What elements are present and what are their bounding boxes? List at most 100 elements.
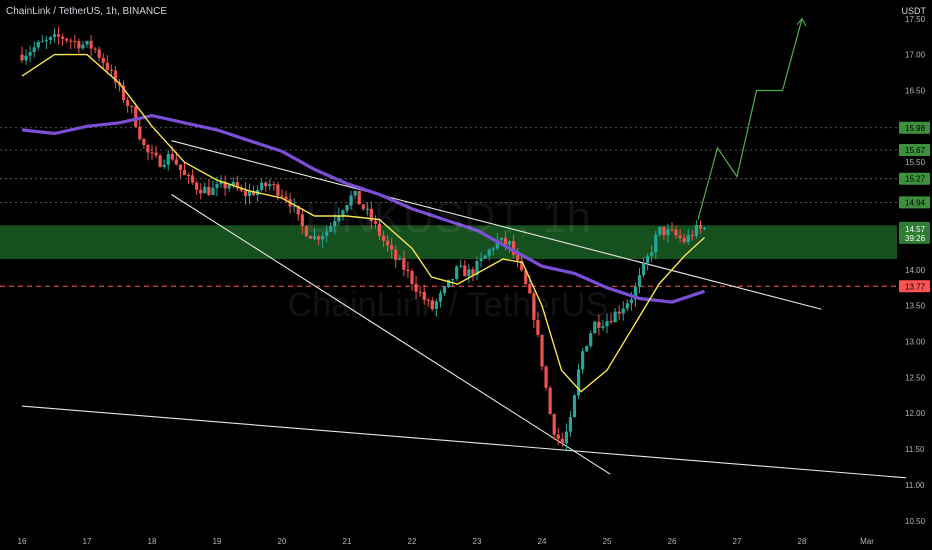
candle-down — [377, 223, 382, 236]
candle-up — [646, 256, 650, 264]
candle-up — [487, 249, 491, 256]
x-tick-label: 26 — [668, 537, 677, 546]
candle-down — [296, 205, 300, 215]
current-price-tag-bg — [899, 221, 930, 244]
candle-up — [44, 39, 48, 42]
candle-up — [345, 205, 349, 211]
trendlines — [21, 140, 907, 479]
candle-down — [674, 229, 678, 236]
candle-up — [654, 234, 658, 253]
candle-down — [560, 438, 564, 444]
candle-up — [333, 221, 337, 227]
watermark-name: ChainLink / TetherUS — [288, 286, 609, 324]
candle-up — [593, 321, 597, 334]
candle-up — [694, 225, 698, 236]
candle-up — [629, 299, 633, 304]
candle-down — [280, 195, 284, 197]
candle-down — [191, 175, 195, 183]
candle-down — [65, 38, 69, 41]
candle-up — [247, 191, 252, 196]
candle-down — [698, 225, 703, 229]
moving-averages — [21, 53, 706, 393]
support-zone-band — [0, 225, 897, 260]
candle-down — [61, 36, 65, 39]
projection-arrow-icon — [796, 17, 807, 27]
y-tick-label: 12.00 — [905, 409, 926, 418]
candle-down — [394, 249, 398, 260]
candle-down — [300, 214, 304, 227]
level-tag-bg — [899, 172, 930, 185]
candle-up — [576, 369, 581, 396]
candle-up — [312, 236, 317, 239]
x-tick-label: 28 — [798, 537, 807, 546]
candle-up — [637, 275, 642, 287]
candle-down — [524, 270, 528, 285]
candle-down — [174, 159, 178, 165]
x-tick-label: 18 — [148, 537, 157, 546]
candle-up — [625, 303, 629, 309]
candle-up — [227, 185, 231, 189]
level-tag-bg — [899, 196, 930, 209]
candle-down — [113, 70, 118, 83]
projection-path — [697, 17, 807, 220]
current-price-label: 14.57 — [905, 225, 926, 234]
x-tick-label: 22 — [408, 537, 417, 546]
candle-down — [93, 48, 97, 50]
candle-up — [211, 187, 215, 195]
candle-down — [182, 169, 187, 175]
candle-up — [260, 182, 264, 191]
candle-up — [605, 321, 609, 327]
x-tick-label: 25 — [603, 537, 612, 546]
support-zone — [0, 225, 897, 260]
candle-down — [386, 240, 390, 246]
candle-down — [609, 321, 613, 323]
candle-down — [150, 152, 154, 154]
candle-down — [617, 311, 621, 314]
candle-down — [101, 57, 105, 63]
candle-up — [451, 279, 455, 281]
price-axis: 17.50 17.00 16.50 15.50 14.00 13.50 13.00 12.50… — [899, 15, 930, 526]
candle-down — [410, 271, 414, 284]
candle-down — [20, 54, 24, 61]
candle-down — [158, 155, 162, 167]
candle-up — [438, 293, 443, 302]
level-tag: 15.98 — [905, 124, 926, 133]
symbol-title: ChainLink / TetherUS, 1h, BINANCE — [6, 6, 168, 17]
candle-down — [690, 235, 694, 237]
candle-down — [130, 105, 134, 107]
ema-long-line — [21, 113, 706, 304]
candle-up — [321, 235, 325, 240]
level-tag-bg — [899, 121, 930, 134]
y-tick-label: 11.50 — [905, 445, 925, 454]
x-tick-label: Mar — [860, 537, 874, 546]
candle-up — [507, 241, 512, 245]
x-tick-label: 19 — [213, 537, 222, 546]
candle-down — [357, 191, 361, 205]
candle-up — [641, 263, 646, 276]
candle-up — [686, 235, 690, 242]
candle-down — [178, 164, 183, 170]
candle-up — [479, 258, 483, 261]
candle-up — [568, 417, 573, 432]
candle-up — [467, 269, 471, 277]
candle-down — [97, 49, 101, 58]
candle-down — [251, 191, 256, 196]
candle-down — [276, 184, 280, 196]
level-tag: 14.94 — [905, 198, 926, 207]
candle-up — [434, 301, 438, 309]
candle-up — [650, 252, 654, 257]
candle-down — [284, 196, 288, 200]
candle-down — [264, 182, 268, 187]
candle-down — [418, 291, 422, 293]
time-axis: 16 17 18 19 20 21 22 23 24 25 26 27 28 Mar — [18, 537, 875, 546]
candle-down — [373, 221, 378, 224]
trendline — [171, 194, 611, 475]
x-tick-label: 20 — [278, 537, 287, 546]
candle-down — [678, 235, 682, 238]
candle-down — [69, 40, 73, 42]
candle-down — [552, 414, 556, 435]
candle-up — [491, 248, 495, 250]
candle-down — [548, 387, 552, 415]
candle-up — [349, 195, 353, 206]
